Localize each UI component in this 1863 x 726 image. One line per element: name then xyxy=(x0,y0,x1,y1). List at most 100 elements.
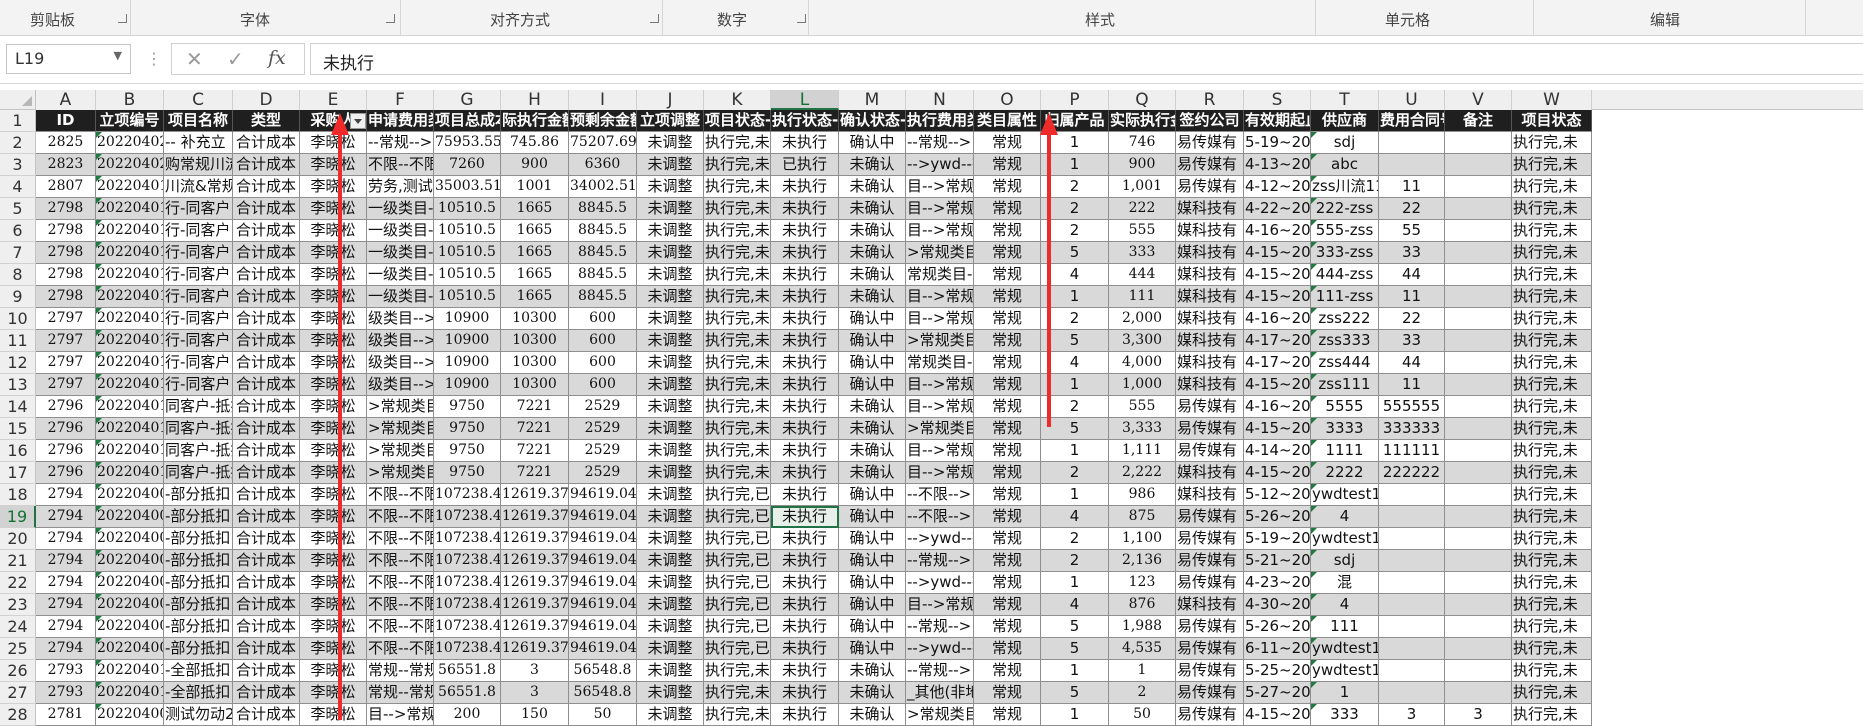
cell-t26[interactable]: ywdtest123 xyxy=(1311,660,1379,682)
cell-n8[interactable]: 常规类目-- xyxy=(906,264,974,286)
cell-u26[interactable] xyxy=(1379,660,1445,682)
cell-c26[interactable]: -全部抵扣 xyxy=(164,660,233,682)
cell-r12[interactable]: 媒科技有 xyxy=(1176,352,1244,374)
cell-m6[interactable]: 未确认 xyxy=(839,220,906,242)
cell-o15[interactable]: 常规 xyxy=(974,418,1041,440)
cell-d16[interactable]: 合计成本 xyxy=(233,440,300,462)
cell-v19[interactable] xyxy=(1445,506,1512,528)
cell-h3[interactable]: 900 xyxy=(501,154,569,176)
row-header[interactable]: 9 xyxy=(0,286,36,308)
cell-u27[interactable] xyxy=(1379,682,1445,704)
cell-v20[interactable] xyxy=(1445,528,1512,550)
cell-w17[interactable]: 执行完,未 xyxy=(1512,462,1592,484)
cell-j27[interactable]: 未调整 xyxy=(637,682,704,704)
cell-e23[interactable]: 李晓松 xyxy=(300,594,367,616)
cell-p13[interactable]: 1 xyxy=(1041,374,1109,396)
cell-h6[interactable]: 1665 xyxy=(501,220,569,242)
cell-v27[interactable] xyxy=(1445,682,1512,704)
cell-m25[interactable]: 确认中 xyxy=(839,638,906,660)
cell-o4[interactable]: 常规 xyxy=(974,176,1041,198)
cell-q17[interactable]: 2,222 xyxy=(1109,462,1176,484)
cell-f19[interactable]: 不限--不限 xyxy=(367,506,434,528)
cell-k5[interactable]: 执行完,未付 xyxy=(704,198,771,220)
cell-q7[interactable]: 333 xyxy=(1109,242,1176,264)
cell-q15[interactable]: 3,333 xyxy=(1109,418,1176,440)
header-cell-l[interactable]: 执行状态-成 xyxy=(771,110,839,132)
cell-c28[interactable]: 测试勿动2 xyxy=(164,704,233,726)
cell-f3[interactable]: 不限--不限 xyxy=(367,154,434,176)
cell-p7[interactable]: 5 xyxy=(1041,242,1109,264)
cell-r8[interactable]: 媒科技有 xyxy=(1176,264,1244,286)
cell-t22[interactable]: 混 xyxy=(1311,572,1379,594)
cell-h15[interactable]: 7221 xyxy=(501,418,569,440)
cell-l20[interactable]: 未执行 xyxy=(771,528,839,550)
cell-f15[interactable]: >常规类目- xyxy=(367,418,434,440)
cell-k19[interactable]: 执行完,已付 xyxy=(704,506,771,528)
cell-g27[interactable]: 56551.8 xyxy=(434,682,501,704)
cell-m11[interactable]: 确认中 xyxy=(839,330,906,352)
cell-m16[interactable]: 未确认 xyxy=(839,440,906,462)
cell-l4[interactable]: 未执行 xyxy=(771,176,839,198)
cell-m24[interactable]: 确认中 xyxy=(839,616,906,638)
cell-g2[interactable]: 75953.55 xyxy=(434,132,501,154)
cell-v13[interactable] xyxy=(1445,374,1512,396)
cell-q21[interactable]: 2,136 xyxy=(1109,550,1176,572)
cell-a24[interactable]: 2794 xyxy=(36,616,96,638)
cell-j6[interactable]: 未调整 xyxy=(637,220,704,242)
cell-k27[interactable]: 执行完,未付 xyxy=(704,682,771,704)
cell-a15[interactable]: 2796 xyxy=(36,418,96,440)
cell-a10[interactable]: 2797 xyxy=(36,308,96,330)
cell-h2[interactable]: 745.86 xyxy=(501,132,569,154)
cell-b17[interactable]: 202204012 xyxy=(96,462,164,484)
cell-b5[interactable]: 202204014 xyxy=(96,198,164,220)
cell-l7[interactable]: 未执行 xyxy=(771,242,839,264)
cell-a26[interactable]: 2793 xyxy=(36,660,96,682)
cell-j23[interactable]: 未调整 xyxy=(637,594,704,616)
cell-t7[interactable]: 333-zss xyxy=(1311,242,1379,264)
cell-r26[interactable]: 易传媒有 xyxy=(1176,660,1244,682)
cell-k7[interactable]: 执行完,未付 xyxy=(704,242,771,264)
cell-e25[interactable]: 李晓松 xyxy=(300,638,367,660)
cell-v16[interactable] xyxy=(1445,440,1512,462)
cell-v5[interactable] xyxy=(1445,198,1512,220)
cell-m19[interactable]: 确认中 xyxy=(839,506,906,528)
cell-i22[interactable]: 94619.04 xyxy=(569,572,637,594)
row-header[interactable]: 21 xyxy=(0,550,36,572)
cell-b23[interactable]: 202204009 xyxy=(96,594,164,616)
cell-i13[interactable]: 600 xyxy=(569,374,637,396)
cell-o26[interactable]: 常规 xyxy=(974,660,1041,682)
cell-a9[interactable]: 2798 xyxy=(36,286,96,308)
cell-q12[interactable]: 4,000 xyxy=(1109,352,1176,374)
cell-a23[interactable]: 2794 xyxy=(36,594,96,616)
cell-s20[interactable]: 5-19~2022 xyxy=(1244,528,1311,550)
cell-w20[interactable]: 执行完,未 xyxy=(1512,528,1592,550)
cell-k12[interactable]: 执行完,未付 xyxy=(704,352,771,374)
cell-f13[interactable]: 级类目-->常 xyxy=(367,374,434,396)
header-cell-t[interactable]: 供应商 xyxy=(1311,110,1379,132)
cell-s26[interactable]: 5-25~2022 xyxy=(1244,660,1311,682)
cell-u10[interactable]: 22 xyxy=(1379,308,1445,330)
cell-f17[interactable]: >常规类目- xyxy=(367,462,434,484)
cell-b13[interactable]: 202204013 xyxy=(96,374,164,396)
cell-t9[interactable]: 111-zss xyxy=(1311,286,1379,308)
cell-s27[interactable]: 5-27~2022 xyxy=(1244,682,1311,704)
cell-k2[interactable]: 执行完,未付 xyxy=(704,132,771,154)
cell-l24[interactable]: 未执行 xyxy=(771,616,839,638)
cell-d18[interactable]: 合计成本 xyxy=(233,484,300,506)
cell-a13[interactable]: 2797 xyxy=(36,374,96,396)
cell-k20[interactable]: 执行完,已付 xyxy=(704,528,771,550)
cell-r22[interactable]: 易传媒有 xyxy=(1176,572,1244,594)
cell-u28[interactable]: 3 xyxy=(1379,704,1445,726)
cell-q13[interactable]: 1,000 xyxy=(1109,374,1176,396)
cell-u4[interactable]: 11 xyxy=(1379,176,1445,198)
cell-p25[interactable]: 5 xyxy=(1041,638,1109,660)
cell-h22[interactable]: 12619.37 xyxy=(501,572,569,594)
cell-a3[interactable]: 2823 xyxy=(36,154,96,176)
cell-h9[interactable]: 1665 xyxy=(501,286,569,308)
cell-e5[interactable]: 李晓松 xyxy=(300,198,367,220)
header-cell-f[interactable]: 申请费用类 xyxy=(367,110,434,132)
row-header[interactable]: 3 xyxy=(0,154,36,176)
cell-b3[interactable]: 202204020 xyxy=(96,154,164,176)
cell-b10[interactable]: 202204013 xyxy=(96,308,164,330)
cell-s3[interactable]: 4-13~2022 xyxy=(1244,154,1311,176)
